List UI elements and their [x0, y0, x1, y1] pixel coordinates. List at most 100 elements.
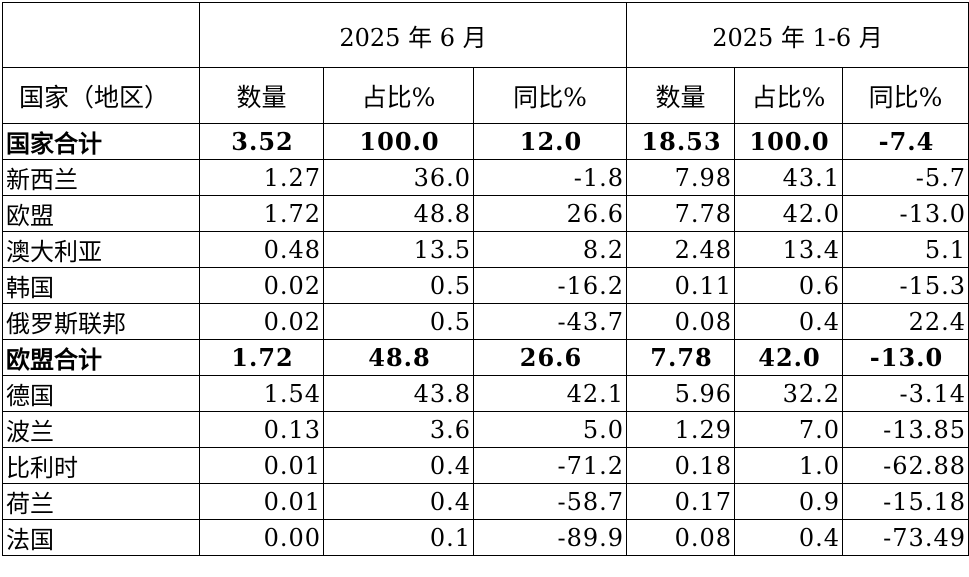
yoy-cell: 5.0	[473, 411, 627, 448]
yoy-column-header: 同比%	[473, 67, 627, 124]
share-ytd-cell: 0.4	[734, 303, 843, 340]
table-row: 比利时 0.01 0.4 -71.2 0.18 1.0 -62.88	[2, 447, 969, 484]
yoy-cell: -58.7	[473, 483, 627, 520]
country-column-header: 国家（地区）	[2, 67, 200, 124]
table-row: 德国 1.54 43.8 42.1 5.96 32.2 -3.14	[2, 375, 969, 412]
table-row: 澳大利亚 0.48 13.5 8.2 2.48 13.4 5.1	[2, 231, 969, 268]
yoy-ytd-cell: -15.3	[842, 267, 969, 304]
share-cell: 0.5	[323, 267, 474, 304]
yoy-ytd-cell: -7.4	[842, 123, 969, 160]
share-ytd-cell: 42.0	[734, 339, 843, 376]
yoy-ytd-cell: -5.7	[842, 159, 969, 196]
quantity-cell: 0.00	[199, 519, 324, 556]
share-ytd-cell: 1.0	[734, 447, 843, 484]
country-cell: 波兰	[2, 411, 200, 448]
yoy-cell: 26.6	[473, 195, 627, 232]
share-cell: 0.5	[323, 303, 474, 340]
yoy-ytd-cell: 22.4	[842, 303, 969, 340]
table-row: 波兰 0.13 3.6 5.0 1.29 7.0 -13.85	[2, 411, 969, 448]
subtotal-row: 国家合计 3.52 100.0 12.0 18.53 100.0 -7.4	[2, 123, 969, 160]
yoy-cell: 26.6	[473, 339, 627, 376]
quantity-ytd-cell: 1.29	[626, 411, 735, 448]
yoy-cell: 42.1	[473, 375, 627, 412]
yoy-ytd-cell: -13.0	[842, 339, 969, 376]
share-cell: 13.5	[323, 231, 474, 268]
import-statistics-table: 2025 年 6 月 2025 年 1-6 月 国家（地区） 数量 占比% 同比…	[2, 2, 969, 556]
share-cell: 0.4	[323, 483, 474, 520]
quantity-column-header: 数量	[199, 67, 324, 124]
country-cell: 俄罗斯联邦	[2, 303, 200, 340]
yoy-ytd-cell: -62.88	[842, 447, 969, 484]
country-cell: 德国	[2, 375, 200, 412]
yoy-ytd-cell: -15.18	[842, 483, 969, 520]
quantity-cell: 0.01	[199, 483, 324, 520]
quantity-ytd-cell: 7.78	[626, 195, 735, 232]
share-ytd-cell: 100.0	[734, 123, 843, 160]
quantity-cell: 0.48	[199, 231, 324, 268]
yoy-ytd-cell: 5.1	[842, 231, 969, 268]
share-cell: 0.1	[323, 519, 474, 556]
quantity-ytd-column-header: 数量	[626, 67, 735, 124]
column-header-row: 国家（地区） 数量 占比% 同比% 数量 占比% 同比%	[2, 67, 969, 124]
quantity-cell: 1.72	[199, 339, 324, 376]
country-cell: 新西兰	[2, 159, 200, 196]
period-current-header: 2025 年 6 月	[199, 2, 627, 68]
table-row: 韩国 0.02 0.5 -16.2 0.11 0.6 -15.3	[2, 267, 969, 304]
share-ytd-cell: 0.4	[734, 519, 843, 556]
quantity-cell: 3.52	[199, 123, 324, 160]
quantity-cell: 0.02	[199, 303, 324, 340]
yoy-cell: -89.9	[473, 519, 627, 556]
share-ytd-cell: 32.2	[734, 375, 843, 412]
yoy-ytd-cell: -73.49	[842, 519, 969, 556]
country-cell: 荷兰	[2, 483, 200, 520]
table-row: 欧盟 1.72 48.8 26.6 7.78 42.0 -13.0	[2, 195, 969, 232]
quantity-ytd-cell: 7.78	[626, 339, 735, 376]
yoy-cell: 8.2	[473, 231, 627, 268]
quantity-cell: 1.54	[199, 375, 324, 412]
yoy-cell: -71.2	[473, 447, 627, 484]
share-cell: 0.4	[323, 447, 474, 484]
table-row: 法国 0.00 0.1 -89.9 0.08 0.4 -73.49	[2, 519, 969, 556]
yoy-cell: -43.7	[473, 303, 627, 340]
empty-corner-cell	[2, 2, 200, 68]
quantity-ytd-cell: 0.17	[626, 483, 735, 520]
yoy-ytd-cell: -13.85	[842, 411, 969, 448]
period-header-row: 2025 年 6 月 2025 年 1-6 月	[2, 2, 969, 68]
share-column-header: 占比%	[323, 67, 474, 124]
share-cell: 100.0	[323, 123, 474, 160]
yoy-ytd-cell: -3.14	[842, 375, 969, 412]
period-ytd-header: 2025 年 1-6 月	[626, 2, 969, 68]
country-cell: 国家合计	[2, 123, 200, 160]
quantity-cell: 0.01	[199, 447, 324, 484]
yoy-ytd-cell: -13.0	[842, 195, 969, 232]
country-cell: 比利时	[2, 447, 200, 484]
share-ytd-cell: 43.1	[734, 159, 843, 196]
country-cell: 欧盟	[2, 195, 200, 232]
country-cell: 欧盟合计	[2, 339, 200, 376]
share-ytd-column-header: 占比%	[734, 67, 843, 124]
country-cell: 法国	[2, 519, 200, 556]
quantity-ytd-cell: 2.48	[626, 231, 735, 268]
share-cell: 36.0	[323, 159, 474, 196]
quantity-cell: 1.72	[199, 195, 324, 232]
country-cell: 韩国	[2, 267, 200, 304]
country-cell: 澳大利亚	[2, 231, 200, 268]
subtotal-row: 欧盟合计 1.72 48.8 26.6 7.78 42.0 -13.0	[2, 339, 969, 376]
table-row: 新西兰 1.27 36.0 -1.8 7.98 43.1 -5.7	[2, 159, 969, 196]
quantity-ytd-cell: 0.11	[626, 267, 735, 304]
quantity-ytd-cell: 5.96	[626, 375, 735, 412]
quantity-ytd-cell: 0.18	[626, 447, 735, 484]
yoy-cell: -1.8	[473, 159, 627, 196]
yoy-cell: -16.2	[473, 267, 627, 304]
quantity-cell: 1.27	[199, 159, 324, 196]
quantity-ytd-cell: 18.53	[626, 123, 735, 160]
yoy-ytd-column-header: 同比%	[842, 67, 969, 124]
share-cell: 48.8	[323, 339, 474, 376]
table-row: 荷兰 0.01 0.4 -58.7 0.17 0.9 -15.18	[2, 483, 969, 520]
share-ytd-cell: 42.0	[734, 195, 843, 232]
table-row: 俄罗斯联邦 0.02 0.5 -43.7 0.08 0.4 22.4	[2, 303, 969, 340]
share-ytd-cell: 13.4	[734, 231, 843, 268]
share-ytd-cell: 7.0	[734, 411, 843, 448]
share-ytd-cell: 0.6	[734, 267, 843, 304]
